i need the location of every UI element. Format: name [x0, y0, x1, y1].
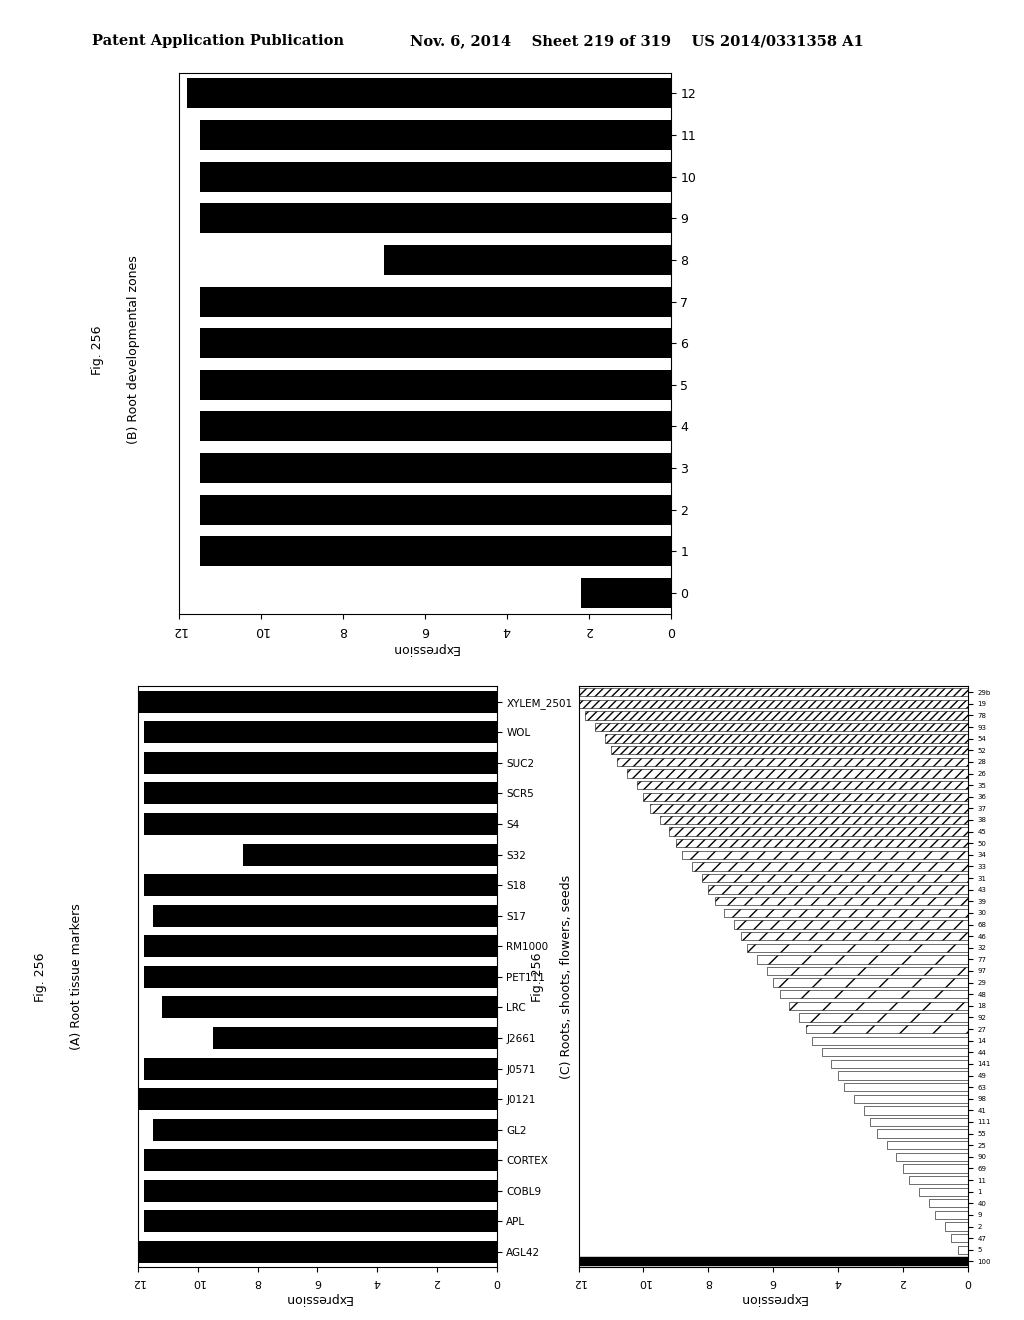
Bar [929, 1199, 968, 1208]
Bar [611, 746, 968, 755]
Bar [213, 1027, 497, 1049]
Bar [604, 734, 968, 743]
Bar [154, 904, 497, 927]
Bar [579, 1257, 968, 1266]
Bar [909, 1176, 968, 1184]
Bar [144, 874, 497, 896]
X-axis label: Expression: Expression [391, 642, 459, 655]
Bar [701, 874, 968, 882]
Bar [200, 370, 671, 400]
Bar [187, 78, 671, 108]
Bar [870, 1118, 968, 1126]
Bar [887, 1140, 968, 1150]
Bar [831, 1060, 968, 1068]
Text: (C) Roots, shoots, flowers, seeds: (C) Roots, shoots, flowers, seeds [560, 875, 572, 1078]
X-axis label: Expression: Expression [739, 1292, 807, 1305]
Bar [144, 966, 497, 987]
Text: Fig. 256: Fig. 256 [35, 952, 47, 1002]
Text: Patent Application Publication: Patent Application Publication [92, 34, 344, 49]
Bar [138, 690, 497, 713]
Bar [144, 752, 497, 774]
Bar [838, 1072, 968, 1080]
Bar [200, 120, 671, 150]
Bar [806, 1024, 968, 1034]
Bar [637, 781, 968, 789]
Bar [200, 536, 671, 566]
Bar [864, 1106, 968, 1114]
Bar [585, 711, 968, 719]
Bar [740, 932, 968, 940]
Bar [812, 1036, 968, 1045]
Bar [643, 792, 968, 801]
Bar [821, 1048, 968, 1056]
Bar [877, 1130, 968, 1138]
Bar [579, 688, 968, 697]
Bar [659, 816, 968, 824]
Bar [243, 843, 497, 866]
Bar [650, 804, 968, 813]
Bar [935, 1210, 968, 1220]
Bar [692, 862, 968, 871]
Bar [200, 412, 671, 441]
Bar [200, 286, 671, 317]
Bar [144, 1150, 497, 1171]
Bar [854, 1094, 968, 1104]
Text: Fig. 256: Fig. 256 [91, 325, 103, 375]
Bar [200, 495, 671, 525]
Bar [945, 1222, 968, 1230]
Bar [767, 966, 968, 975]
Bar [144, 1180, 497, 1201]
Bar [682, 850, 968, 859]
Bar [144, 936, 497, 957]
Bar [154, 1118, 497, 1140]
Bar [903, 1164, 968, 1172]
Bar [709, 886, 968, 894]
Bar [138, 1241, 497, 1263]
Bar [627, 770, 968, 777]
Bar [845, 1082, 968, 1092]
Bar [958, 1246, 968, 1254]
Text: (A) Root tissue markers: (A) Root tissue markers [71, 903, 83, 1051]
Bar [748, 944, 968, 952]
Bar [595, 723, 968, 731]
Text: Nov. 6, 2014    Sheet 219 of 319    US 2014/0331358 A1: Nov. 6, 2014 Sheet 219 of 319 US 2014/03… [410, 34, 863, 49]
Bar [779, 990, 968, 998]
Bar [162, 997, 497, 1018]
Bar [581, 578, 671, 609]
Bar [200, 203, 671, 234]
Bar [799, 1014, 968, 1022]
X-axis label: Expression: Expression [284, 1292, 351, 1305]
Bar [579, 700, 968, 708]
Bar [670, 828, 968, 836]
Bar [617, 758, 968, 766]
Bar [773, 978, 968, 987]
Bar [715, 898, 968, 906]
Bar [920, 1188, 968, 1196]
Bar [144, 721, 497, 743]
Bar [725, 908, 968, 917]
Text: (B) Root developmental zones: (B) Root developmental zones [127, 256, 139, 444]
Bar [200, 453, 671, 483]
Bar [144, 1210, 497, 1233]
Bar [138, 1088, 497, 1110]
Bar [757, 956, 968, 964]
Bar [200, 161, 671, 191]
Bar [734, 920, 968, 929]
Bar [676, 840, 968, 847]
Bar [144, 1057, 497, 1080]
Bar [790, 1002, 968, 1010]
Bar [896, 1152, 968, 1162]
Bar [384, 246, 671, 275]
Text: Fig. 256: Fig. 256 [531, 952, 544, 1002]
Bar [951, 1234, 968, 1242]
Bar [144, 783, 497, 804]
Bar [200, 329, 671, 358]
Bar [144, 813, 497, 836]
